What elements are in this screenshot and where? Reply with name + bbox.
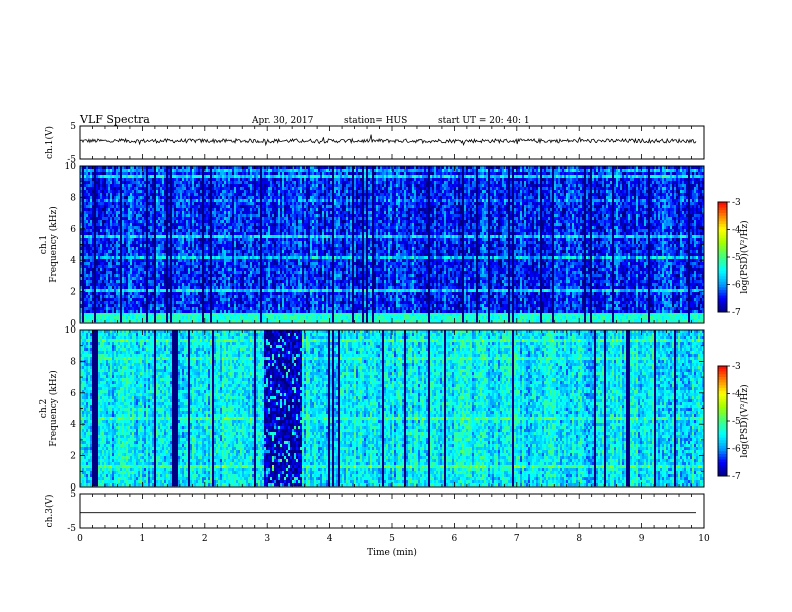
ch3-waveform-frame <box>80 494 704 528</box>
y-axis-label: ch.1(V) <box>44 126 55 159</box>
vlf-figure: VLF Spectra Apr. 30, 2017 station= HUS s… <box>0 0 792 612</box>
y-tick-label: 10 <box>65 326 77 336</box>
ch3-waveform-panel: 5 -5 ch.3(V) <box>44 490 704 534</box>
x-tick-label: 4 <box>327 534 333 544</box>
y-tick-label: 5 <box>70 122 76 132</box>
x-tick-label: 1 <box>140 534 146 544</box>
x-tick-label: 3 <box>264 534 270 544</box>
x-tick-label: 5 <box>389 534 395 544</box>
y-tick-label: 6 <box>70 389 76 399</box>
colorbar-label: log(PSD)(V²/Hz) <box>739 384 750 457</box>
y-tick-label: 10 <box>65 162 77 172</box>
y-tick-label: 8 <box>70 357 76 367</box>
y-tick-label: 4 <box>70 256 76 266</box>
y-tick-label: 5 <box>70 490 76 500</box>
y-axis-label: ch.1 <box>39 235 49 254</box>
x-tick-label: 10 <box>698 534 710 544</box>
x-axis-label: Time (min) <box>367 547 417 558</box>
colorbar-tick-label: -7 <box>732 472 741 482</box>
ch1-waveform-panel: 5-5ch.1(V) <box>44 122 704 165</box>
colorbar-tick-label: -3 <box>732 198 741 208</box>
y-tick-label: 2 <box>70 288 76 298</box>
x-tick-label: 0 <box>77 534 83 544</box>
y-axis-label: ch.2 <box>39 399 49 418</box>
y-tick-label: 8 <box>70 193 76 203</box>
y-axis-label: Frequency (kHz) <box>48 206 59 283</box>
colorbar-label: log(PSD)(V²/Hz) <box>739 220 750 293</box>
ch1-waveform-trace <box>80 135 696 145</box>
colorbar-tick-label: -7 <box>732 308 741 318</box>
start-time-label: start UT = 20: 40: 1 <box>438 116 530 126</box>
ch2-spectrogram-cells <box>80 330 704 486</box>
x-tick-label: 2 <box>202 534 208 544</box>
figure-title: VLF Spectra <box>79 113 150 126</box>
date-label: Apr. 30, 2017 <box>251 116 314 126</box>
y-tick-label: -5 <box>67 524 76 534</box>
station-label: station= HUS <box>344 116 407 126</box>
x-tick-label: 8 <box>576 534 582 544</box>
x-tick-label: 9 <box>639 534 645 544</box>
y-axis-label: ch.3(V) <box>44 495 55 528</box>
y-tick-label: 4 <box>70 420 76 430</box>
y-tick-label: 2 <box>70 452 76 462</box>
x-tick-label: 7 <box>514 534 520 544</box>
y-tick-label: 6 <box>70 225 76 235</box>
ch1-spectrogram-cells <box>80 166 704 322</box>
y-axis-label: Frequency (kHz) <box>48 370 59 447</box>
x-tick-label: 6 <box>452 534 458 544</box>
colorbar-tick-label: -3 <box>732 362 741 372</box>
